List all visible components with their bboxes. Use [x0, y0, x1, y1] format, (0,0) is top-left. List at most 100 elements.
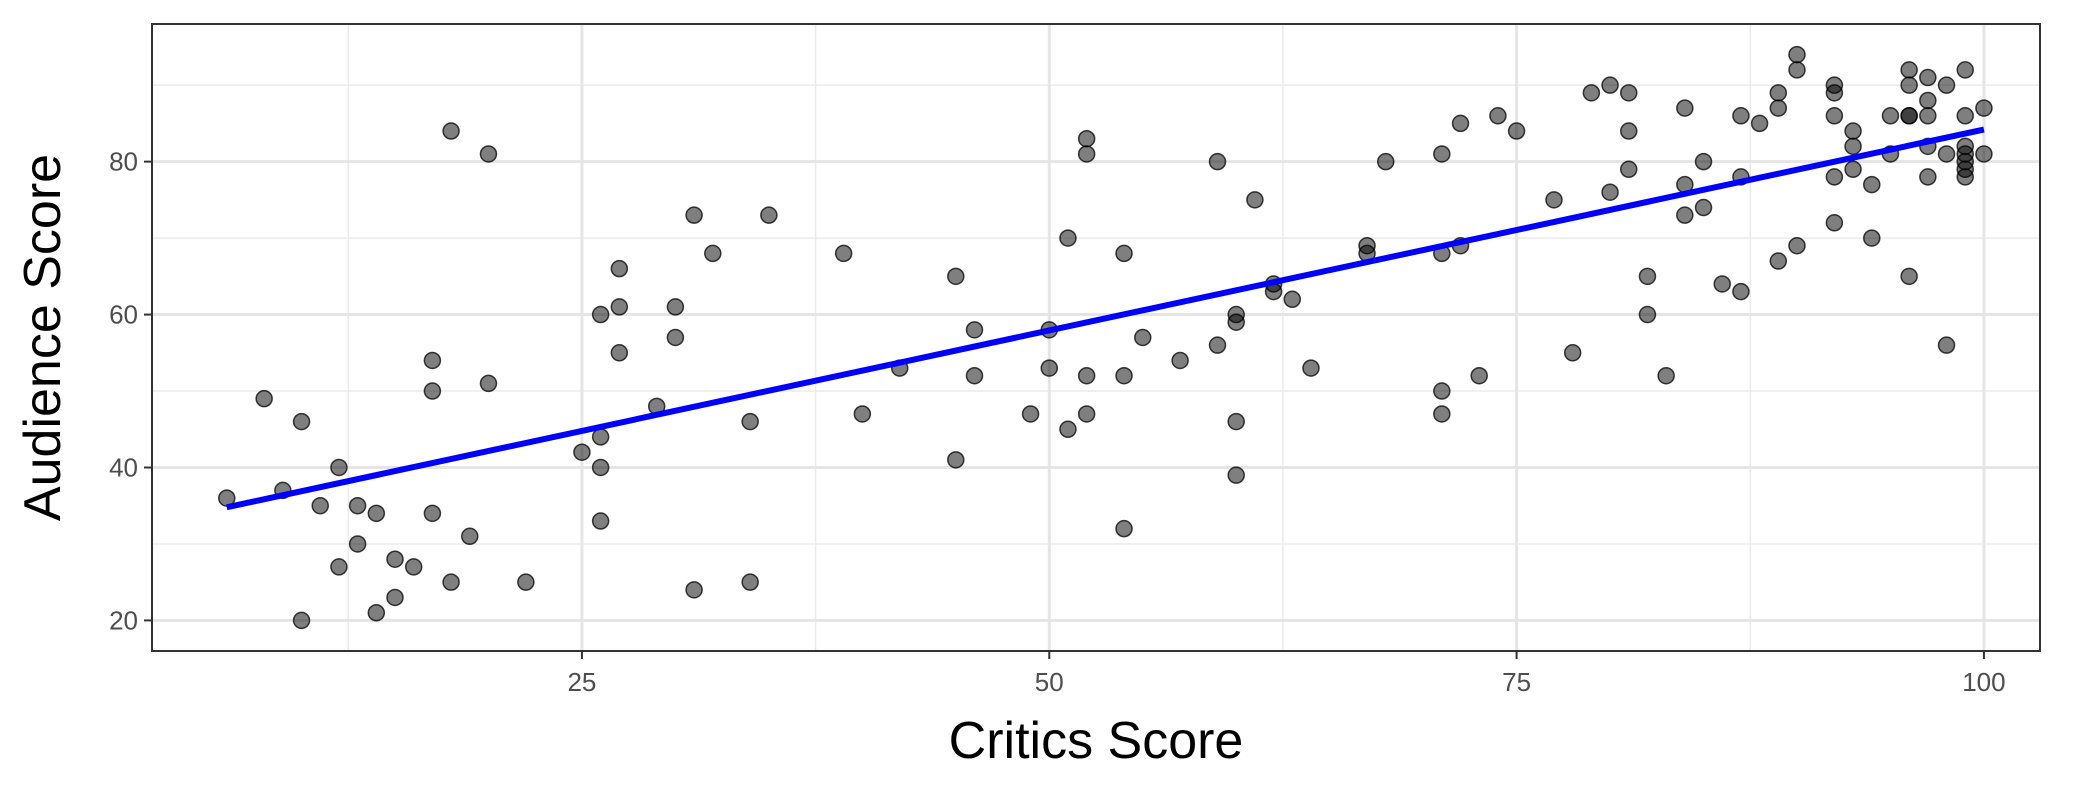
data-point	[442, 573, 460, 591]
data-point	[1919, 91, 1937, 110]
data-point	[1620, 160, 1638, 179]
data-point	[1900, 267, 1918, 286]
data-point	[947, 267, 965, 286]
data-point	[591, 458, 610, 477]
data-point	[1059, 420, 1077, 439]
data-point	[853, 405, 872, 423]
data-point	[834, 244, 853, 263]
data-point	[1694, 198, 1713, 217]
data-point	[965, 321, 984, 339]
data-point	[330, 458, 348, 477]
data-point	[1732, 282, 1750, 301]
data-point	[1713, 275, 1731, 293]
data-point	[1900, 61, 1918, 79]
data-point	[1863, 229, 1881, 247]
data-point	[1227, 466, 1245, 484]
data-point	[1694, 152, 1713, 171]
data-point	[1545, 191, 1563, 209]
data-point	[685, 206, 703, 224]
data-point	[1208, 152, 1227, 171]
data-point	[1788, 61, 1806, 79]
data-point	[1208, 336, 1227, 354]
data-point	[1489, 107, 1507, 125]
data-point	[1563, 344, 1582, 362]
data-point	[1825, 107, 1844, 125]
minor-gridlines	[152, 24, 2040, 651]
data-point	[1470, 366, 1488, 385]
data-point	[1919, 168, 1937, 186]
data-point	[1975, 145, 1993, 163]
data-point	[1825, 168, 1844, 186]
data-point	[573, 443, 591, 461]
data-point	[1433, 405, 1451, 423]
data-point	[404, 558, 423, 576]
data-point	[1863, 175, 1881, 194]
x-tick-label: 75	[1502, 667, 1531, 697]
x-axis: 25 50 75 100	[567, 651, 2006, 697]
data-point	[610, 344, 629, 362]
data-point	[292, 611, 311, 630]
data-point	[423, 504, 442, 523]
data-point	[1115, 366, 1133, 385]
data-point	[610, 298, 629, 316]
data-point	[1077, 405, 1096, 423]
data-point	[1956, 61, 1974, 79]
data-point	[666, 328, 685, 347]
data-point	[1227, 412, 1245, 431]
y-axis: 20 40 60 80	[109, 147, 152, 635]
x-tick-label: 50	[1035, 667, 1064, 697]
data-point	[1657, 366, 1675, 385]
data-point	[1115, 519, 1133, 538]
data-point	[1133, 328, 1152, 347]
y-tick-label: 40	[109, 452, 138, 482]
data-point	[1077, 129, 1096, 148]
data-point	[367, 504, 386, 523]
y-tick-label: 80	[109, 147, 138, 177]
data-point	[1937, 76, 1956, 94]
data-point	[1620, 122, 1638, 140]
data-point	[1433, 382, 1451, 400]
data-point	[1975, 99, 1993, 117]
data-point	[666, 298, 685, 316]
data-point	[367, 604, 386, 622]
data-point	[1937, 336, 1956, 354]
data-point	[255, 389, 273, 408]
fit-line	[226, 126, 1985, 511]
y-tick-label: 20	[109, 605, 138, 635]
data-point	[1601, 183, 1619, 201]
data-point	[1676, 99, 1694, 117]
data-point	[1900, 107, 1918, 125]
x-tick-label: 25	[567, 667, 596, 697]
data-point	[1059, 229, 1077, 247]
data-point	[1283, 290, 1302, 309]
data-point	[479, 145, 498, 163]
data-point	[348, 535, 367, 553]
data-point	[1021, 405, 1040, 423]
plot-panel-border	[151, 23, 2041, 652]
data-point	[479, 374, 498, 393]
data-point	[1769, 252, 1788, 270]
data-point	[1937, 145, 1956, 163]
data-point	[1750, 114, 1769, 133]
data-point	[591, 512, 610, 530]
data-point	[1844, 160, 1862, 179]
data-point	[1376, 152, 1395, 171]
data-point	[741, 573, 759, 591]
data-point	[517, 573, 535, 591]
data-point	[610, 259, 629, 278]
data-point	[1638, 267, 1657, 286]
data-point	[591, 305, 610, 324]
y-tick-label: 60	[109, 300, 138, 330]
data-point	[1171, 351, 1189, 370]
data-point	[1620, 84, 1638, 102]
data-point	[386, 550, 404, 568]
data-point	[591, 428, 610, 446]
data-point	[1881, 107, 1900, 125]
data-point	[1676, 206, 1694, 224]
data-point	[1732, 107, 1750, 125]
data-point	[423, 351, 442, 370]
data-point	[330, 558, 348, 576]
y-axis-title: Audience Score	[14, 154, 72, 521]
data-point	[1246, 191, 1264, 209]
data-point	[1825, 84, 1844, 102]
